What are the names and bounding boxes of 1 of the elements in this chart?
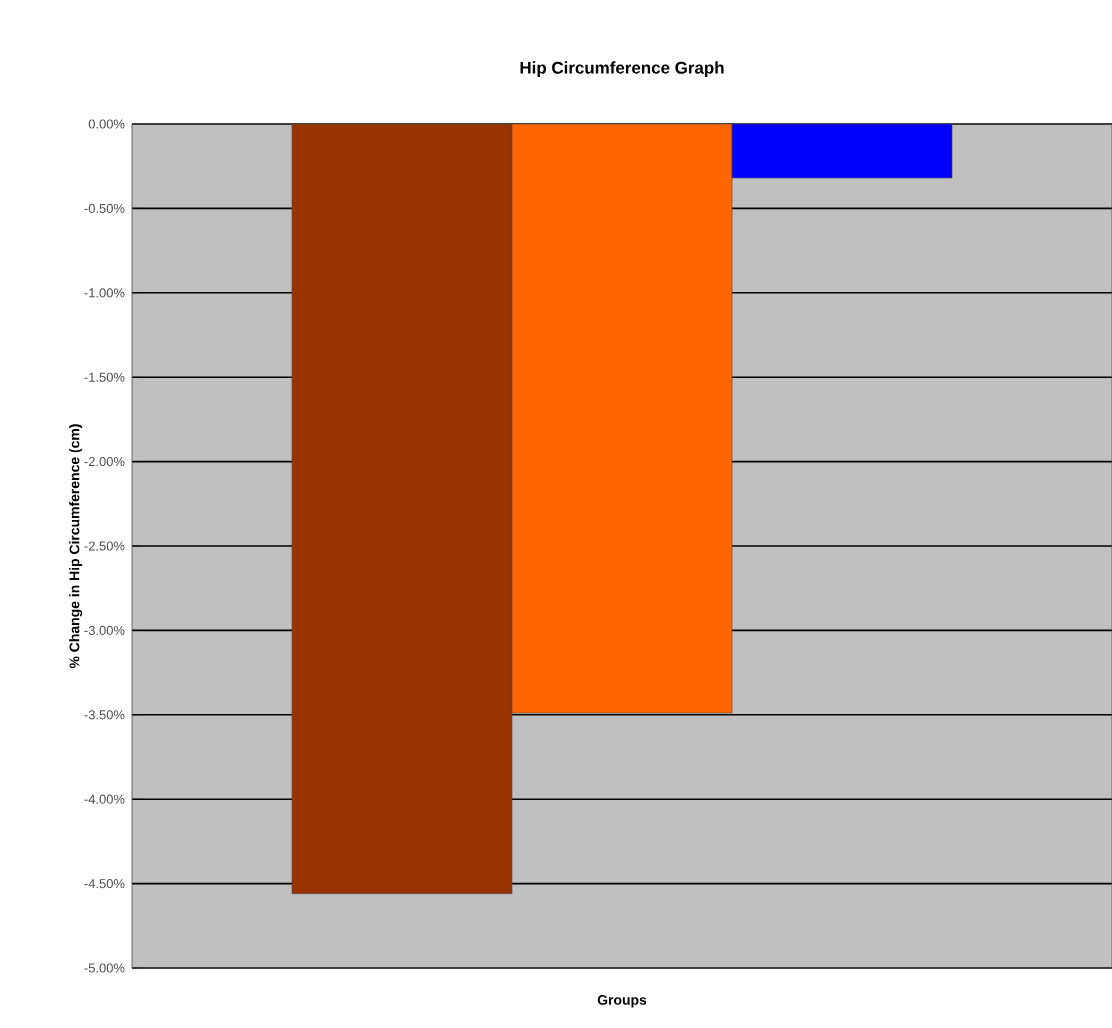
chart-title: Hip Circumference Graph — [520, 61, 724, 78]
